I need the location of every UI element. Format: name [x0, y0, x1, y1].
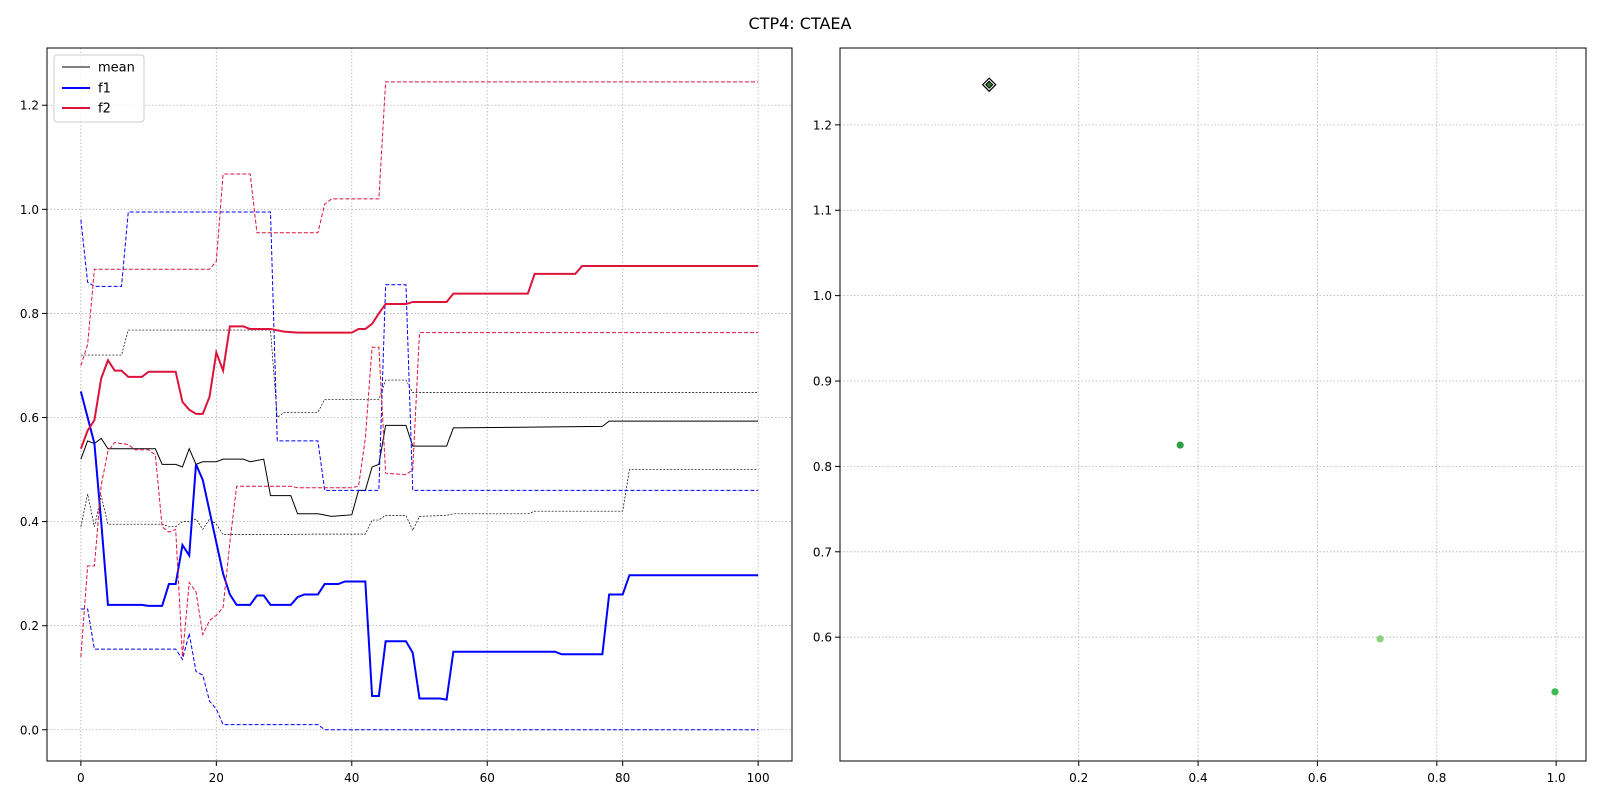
series-line-f1: [79, 391, 759, 701]
series-line-mean-upper: [80, 329, 759, 419]
x-tick-label: 80: [615, 771, 630, 785]
line-chart-plot-area: [47, 48, 792, 761]
y-tick-label: 0.4: [20, 515, 39, 529]
y-tick-label: 0.8: [813, 460, 832, 474]
y-tick-label: 0.8: [20, 307, 39, 321]
y-tick-label: 1.0: [813, 289, 832, 303]
scatter-point: [1176, 441, 1184, 449]
legend-f1-label: f1: [98, 82, 111, 97]
scatter-point: [1376, 635, 1384, 643]
legend-mean-label: mean: [98, 61, 135, 76]
y-tick-label: 1.1: [813, 204, 832, 218]
line-chart-axes: 0 20 40 60 80 100 0.0 0.2 0.4 0.6 0.8 1.0 1.2 mean f…: [20, 47, 793, 785]
y-tick-label: 0.7: [813, 545, 832, 559]
legend-box: [53, 54, 145, 123]
line-chart-ticks: 0 20 40 60 80 100 0.0 0.2 0.4 0.6 0.8 1.0 1.2: [20, 99, 770, 785]
scatter-point: [1551, 688, 1559, 696]
x-tick-label: 1.0: [1547, 771, 1566, 785]
x-tick-label: 40: [344, 771, 359, 785]
line-chart-frame: [46, 47, 793, 762]
series-line-f1-lower: [80, 608, 759, 731]
y-tick-label: 0.6: [20, 411, 39, 425]
y-tick-label: 0.0: [20, 723, 39, 737]
x-tick-label: 60: [480, 771, 495, 785]
x-tick-label: 0: [77, 771, 85, 785]
y-tick-label: 0.9: [813, 375, 832, 389]
figure-title: CTP4: CTAEA: [749, 14, 852, 33]
series-line-f2: [79, 265, 759, 450]
y-tick-label: 0.6: [813, 631, 832, 645]
series-line-f2-lower: [80, 332, 759, 657]
x-tick-label: 0.6: [1308, 771, 1327, 785]
x-tick-label: 0.2: [1069, 771, 1088, 785]
scatter-chart-ticks: 0.2 0.4 0.6 0.8 1.0 0.6 0.7 0.8 0.9 1.0 1.1 1.2: [813, 118, 1566, 785]
x-tick-label: 0.4: [1189, 771, 1208, 785]
scatter-chart-points: [981, 77, 1559, 696]
line-chart-grid: [47, 48, 792, 761]
series-line-mean: [80, 420, 759, 517]
scatter-chart-plot-area: [840, 48, 1586, 761]
y-tick-label: 1.2: [813, 118, 832, 132]
y-tick-label: 0.2: [20, 619, 39, 633]
legend: mean f1 f2: [53, 54, 145, 123]
scatter-chart-axes: 0.2 0.4 0.6 0.8 1.0 0.6 0.7 0.8 0.9 1.0 1.1 1.2: [813, 47, 1587, 785]
y-tick-label: 1.2: [20, 99, 39, 113]
scatter-chart-frame: [839, 47, 1587, 762]
line-chart-series: [79, 81, 759, 731]
series-line-f2-upper: [80, 81, 759, 366]
legend-f2-label: f2: [98, 102, 111, 117]
scatter-point-highlight: [984, 80, 994, 89]
x-tick-label: 20: [209, 771, 224, 785]
y-tick-label: 1.0: [20, 203, 39, 217]
x-tick-label: 0.8: [1427, 771, 1446, 785]
x-tick-label: 100: [747, 771, 770, 785]
series-line-f1-upper: [80, 211, 759, 491]
